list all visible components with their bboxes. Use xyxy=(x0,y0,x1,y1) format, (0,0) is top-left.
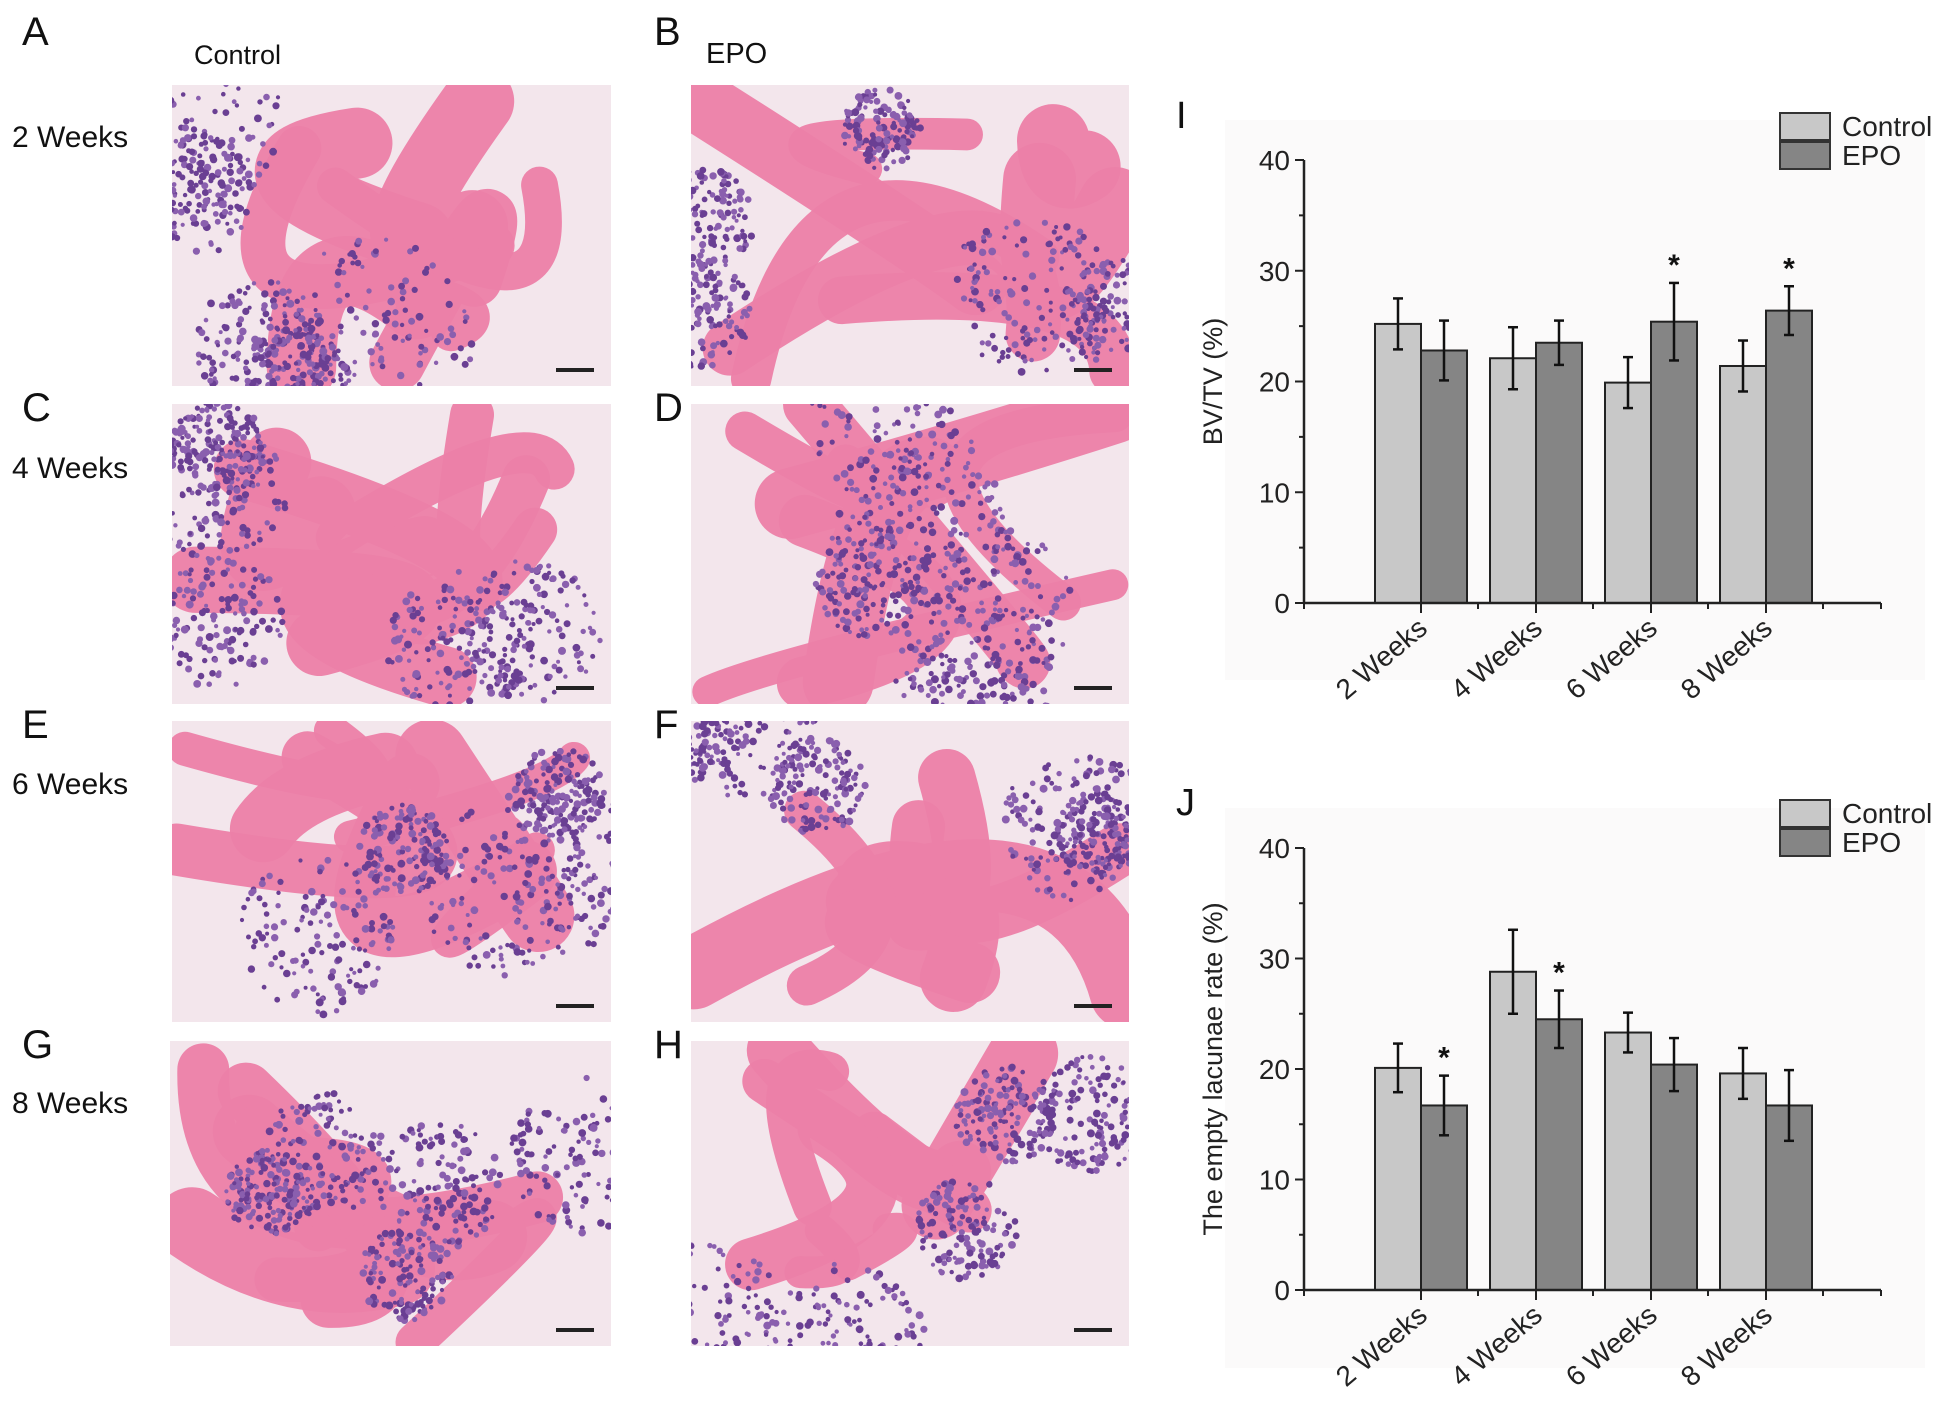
legend-label-epo: EPO xyxy=(1842,140,1901,171)
bar-epo-3 xyxy=(1765,309,1813,604)
histology-image-control-4-weeks xyxy=(172,404,611,704)
panel-letter: J xyxy=(1176,782,1195,824)
panel-letter-f: F xyxy=(654,703,679,747)
histology-image-epo-2-weeks xyxy=(691,85,1129,386)
bar-control-1 xyxy=(1489,357,1537,604)
histology-texture xyxy=(172,721,611,1022)
panel-letter-e: E xyxy=(22,703,49,747)
row-label-2-weeks: 2 Weeks xyxy=(12,121,129,154)
significance-star: * xyxy=(1438,1042,1450,1075)
histology-texture xyxy=(691,721,1129,1022)
bar-epo-1 xyxy=(1535,341,1583,604)
panel-letter-c: C xyxy=(22,386,51,430)
y-axis-label: The empty lacunae rate (%) xyxy=(1198,902,1228,1235)
bar-control-2 xyxy=(1604,1031,1652,1292)
row-label-8-weeks: 8 Weeks xyxy=(12,1087,129,1120)
histology-texture xyxy=(172,85,611,386)
bar-control-2 xyxy=(1604,381,1652,605)
legend-label-epo: EPO xyxy=(1842,827,1901,858)
y-tick-label: 0 xyxy=(1274,1275,1290,1306)
histology-image-control-8-weeks xyxy=(170,1041,611,1346)
histology-texture xyxy=(691,404,1129,704)
histology-texture xyxy=(172,404,611,704)
bar-control-0 xyxy=(1374,322,1422,604)
histology-texture xyxy=(170,1041,611,1346)
bar-control-3 xyxy=(1719,364,1767,604)
histology-texture xyxy=(691,1041,1129,1346)
significance-star: * xyxy=(1553,957,1565,990)
y-tick-label: 20 xyxy=(1259,1054,1290,1085)
y-tick-label: 30 xyxy=(1259,944,1290,975)
y-tick-label: 10 xyxy=(1259,1165,1290,1196)
legend-label-control: Control xyxy=(1842,111,1932,142)
bar-control-1 xyxy=(1489,970,1537,1291)
row-label-4-weeks: 4 Weeks xyxy=(12,452,129,485)
histology-image-epo-6-weeks xyxy=(691,721,1129,1022)
y-tick-label: 40 xyxy=(1259,145,1290,176)
bar-epo-0 xyxy=(1420,349,1468,604)
histology-texture xyxy=(691,85,1129,386)
panel-letter: I xyxy=(1176,95,1187,137)
bar-control-3 xyxy=(1719,1072,1767,1292)
bar-control-0 xyxy=(1374,1066,1422,1292)
y-axis-label: BV/TV (%) xyxy=(1198,318,1228,446)
legend-label-control: Control xyxy=(1842,798,1932,829)
panel-letter-d: D xyxy=(654,386,683,430)
bar-epo-2 xyxy=(1650,1063,1698,1291)
y-tick-label: 30 xyxy=(1259,256,1290,287)
legend-swatch-control xyxy=(1779,799,1831,828)
y-tick-label: 20 xyxy=(1259,367,1290,398)
panel-letter-a: A xyxy=(22,10,49,54)
bar-epo-1 xyxy=(1535,1018,1583,1292)
column-header-control: Control xyxy=(194,40,282,70)
histology-image-control-6-weeks xyxy=(172,721,611,1022)
column-header-epo: EPO xyxy=(706,38,768,70)
panel-letter-h: H xyxy=(654,1023,683,1067)
panel-letter-b: B xyxy=(654,10,681,54)
panel-letter-g: G xyxy=(22,1023,54,1067)
bar-epo-2 xyxy=(1650,320,1698,604)
y-tick-label: 10 xyxy=(1259,477,1290,508)
significance-star: * xyxy=(1668,249,1680,282)
histology-image-epo-4-weeks xyxy=(691,404,1129,704)
histology-image-epo-8-weeks xyxy=(691,1041,1129,1346)
significance-star: * xyxy=(1783,252,1795,285)
legend-swatch-epo xyxy=(1779,828,1831,857)
y-tick-label: 40 xyxy=(1259,833,1290,864)
histology-image-control-2-weeks xyxy=(172,85,611,386)
legend-swatch-epo xyxy=(1779,141,1831,170)
legend-swatch-control xyxy=(1779,112,1831,141)
row-label-6-weeks: 6 Weeks xyxy=(12,768,129,801)
y-tick-label: 0 xyxy=(1274,588,1290,619)
